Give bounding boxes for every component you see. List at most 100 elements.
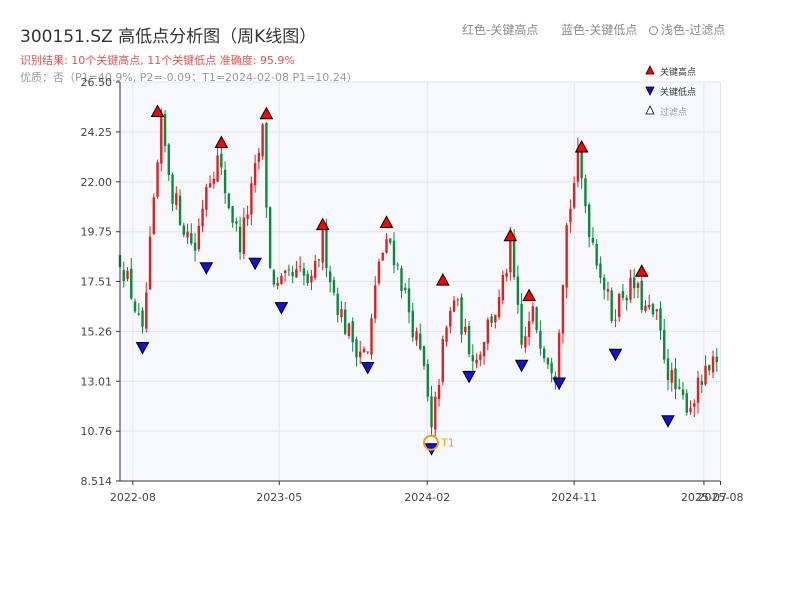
- candle-body: [460, 297, 463, 335]
- candle-body: [482, 342, 486, 357]
- candle-body: [456, 299, 460, 301]
- candle-body: [193, 242, 197, 251]
- candle-body: [362, 348, 366, 353]
- candle-body: [524, 336, 527, 348]
- candle-body: [328, 271, 332, 283]
- grid-lines: [120, 81, 722, 482]
- candle-body: [250, 183, 253, 215]
- candle-body: [633, 277, 636, 289]
- candle-body: [711, 356, 715, 373]
- candle-body: [126, 270, 129, 280]
- key-low-marker: [248, 257, 262, 271]
- candle-body: [561, 285, 565, 334]
- candle-body: [227, 193, 231, 209]
- candle-body: [557, 332, 561, 386]
- candle-body: [122, 270, 125, 282]
- candle-body: [182, 225, 186, 235]
- key-high-marker: [379, 215, 394, 228]
- candle-body: [411, 310, 414, 338]
- candle-body: [208, 183, 212, 188]
- candle-body: [497, 297, 501, 318]
- legend-red-label: 红色-关键高点: [462, 23, 539, 37]
- candle-body: [389, 238, 392, 243]
- x-tick-label: 2023-05: [256, 491, 302, 504]
- candle-body: [347, 323, 351, 337]
- candle-body: [501, 274, 505, 301]
- candle-body: [505, 272, 508, 277]
- candle-body: [509, 236, 512, 273]
- candle-body: [539, 330, 542, 349]
- key-high-marker: [150, 104, 165, 117]
- candle-body: [651, 303, 655, 315]
- candle-body: [490, 316, 493, 323]
- candle-body: [531, 306, 535, 322]
- chart-title: 300151.SZ 高低点分析图（周K线图）: [20, 27, 317, 47]
- candle-body: [385, 239, 388, 253]
- candles: [118, 108, 718, 438]
- legend-high-label: 关键高点: [660, 66, 696, 78]
- x-tick-label: 2022-08: [110, 491, 156, 504]
- legend-low-marker: [645, 86, 655, 96]
- candle-body: [644, 305, 647, 311]
- candle-body: [464, 326, 467, 333]
- key-high-marker: [522, 288, 536, 302]
- candle-body: [231, 206, 234, 223]
- candle-body: [145, 292, 148, 329]
- quality-summary: 优质：否（P1=40.9%, P2=-0.09；T1=2024-02-08 P1…: [20, 71, 358, 84]
- t1-label: T1: [440, 437, 455, 450]
- candle-body: [246, 214, 249, 219]
- candle-body: [141, 310, 144, 327]
- key-high-marker: [315, 217, 330, 231]
- candle-body: [359, 351, 362, 358]
- candle-body: [430, 396, 433, 428]
- candle-body: [332, 280, 336, 293]
- candle-body: [565, 225, 568, 288]
- candle-body: [520, 303, 523, 345]
- candle-body: [681, 389, 685, 396]
- hollow-circle-icon: [649, 26, 658, 35]
- candle-body: [130, 268, 133, 299]
- candle-body: [625, 297, 628, 301]
- t1-ring: [422, 434, 439, 451]
- candle-body: [321, 229, 324, 263]
- candle-body: [527, 321, 531, 338]
- candle-body: [253, 163, 257, 186]
- candle-body: [223, 169, 227, 194]
- candle-body: [434, 396, 437, 430]
- candle-body: [212, 178, 216, 184]
- candle-body: [422, 346, 426, 367]
- legend-low-label: 关键低点: [660, 86, 696, 98]
- candle-body: [689, 407, 692, 412]
- key-high-marker: [259, 106, 274, 120]
- candle-body: [295, 269, 298, 278]
- candle-body: [587, 204, 591, 238]
- key-high-marker: [214, 135, 229, 149]
- candle-body: [655, 309, 658, 312]
- candle-body: [317, 259, 321, 261]
- candle-body: [160, 114, 163, 164]
- candle-body: [163, 114, 167, 147]
- x-tick-label: 2025-07: [681, 491, 727, 504]
- candle-body: [377, 261, 381, 284]
- candle-body: [272, 270, 276, 285]
- candle-body: [636, 283, 640, 288]
- candle-body: [238, 226, 242, 253]
- candle-body: [640, 280, 643, 311]
- candle-body: [599, 263, 602, 278]
- candle-body: [265, 122, 268, 208]
- candle-body: [400, 268, 403, 291]
- candle-body: [396, 264, 399, 266]
- candle-body: [257, 152, 261, 162]
- candle-body: [512, 236, 516, 278]
- candle-body: [148, 236, 152, 290]
- candle-body: [178, 195, 182, 225]
- axes: 8.514 10.76 13.01 15.26 17.51 19.75 22.00 24.25…: [81, 76, 744, 504]
- candle-body: [133, 301, 137, 312]
- candle-body: [693, 403, 696, 407]
- candle-body: [479, 354, 482, 360]
- y-tick-label: 22.00: [81, 176, 113, 189]
- key-low-marker: [274, 302, 289, 315]
- candle-body: [595, 244, 598, 266]
